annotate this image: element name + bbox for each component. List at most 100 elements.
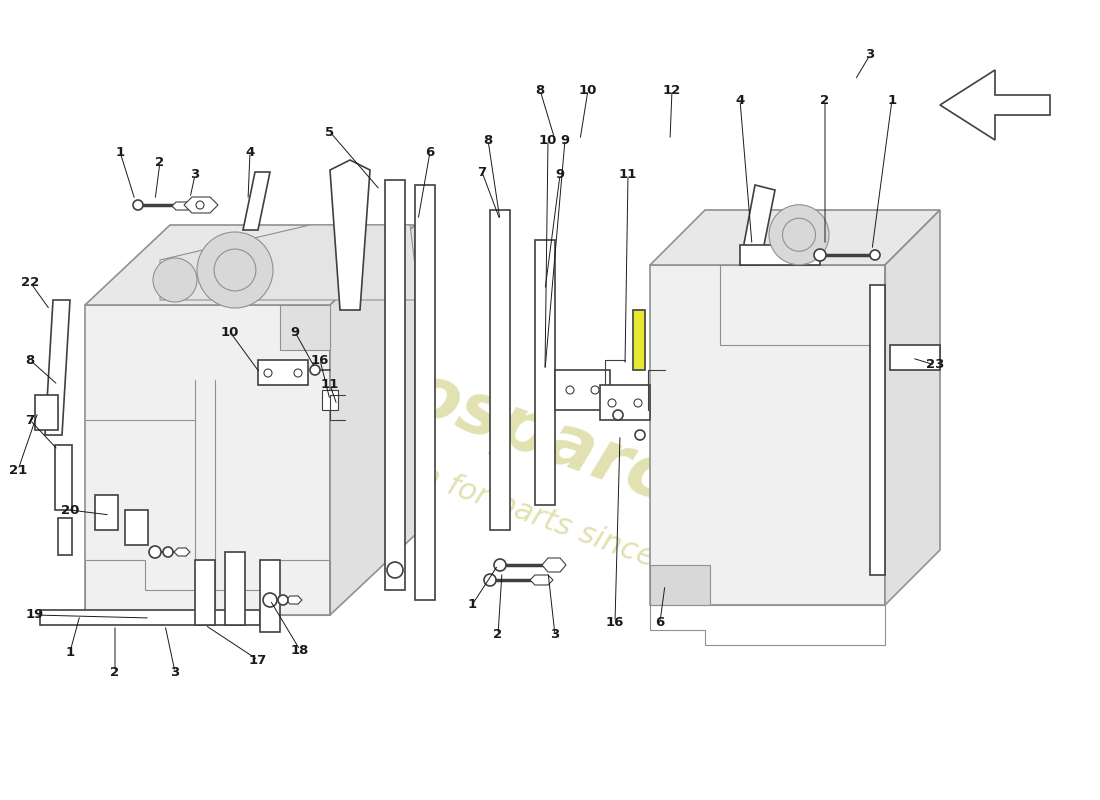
Polygon shape	[650, 210, 940, 265]
Polygon shape	[322, 390, 338, 410]
Circle shape	[196, 201, 204, 209]
Polygon shape	[415, 185, 434, 600]
Text: 3: 3	[550, 629, 560, 642]
Text: 22: 22	[21, 275, 40, 289]
Polygon shape	[184, 197, 218, 213]
Circle shape	[608, 399, 616, 407]
Text: 10: 10	[579, 83, 597, 97]
Polygon shape	[85, 305, 330, 615]
Polygon shape	[740, 245, 820, 265]
Circle shape	[484, 574, 496, 586]
Text: 11: 11	[619, 169, 637, 182]
Polygon shape	[280, 305, 330, 350]
Circle shape	[294, 369, 302, 377]
Polygon shape	[535, 240, 556, 505]
Text: 10: 10	[221, 326, 239, 338]
Polygon shape	[85, 225, 415, 305]
Polygon shape	[530, 575, 553, 585]
Text: 1: 1	[116, 146, 124, 158]
Polygon shape	[174, 548, 190, 556]
Text: 16: 16	[606, 615, 624, 629]
Circle shape	[387, 562, 403, 578]
Text: 2: 2	[110, 666, 120, 678]
Text: 9: 9	[556, 169, 564, 182]
Text: 4: 4	[245, 146, 254, 158]
Polygon shape	[40, 610, 260, 625]
Text: a passion for parts since 1985: a passion for parts since 1985	[298, 418, 741, 602]
Text: 11: 11	[321, 378, 339, 391]
Text: 1: 1	[65, 646, 75, 658]
Circle shape	[153, 258, 197, 302]
Text: 8: 8	[483, 134, 493, 146]
Text: 21: 21	[9, 463, 28, 477]
Text: 6: 6	[656, 615, 664, 629]
Circle shape	[870, 250, 880, 260]
Text: 10: 10	[539, 134, 558, 146]
Circle shape	[494, 559, 506, 571]
Polygon shape	[172, 202, 192, 210]
Text: 16: 16	[311, 354, 329, 366]
Text: 20: 20	[60, 503, 79, 517]
Text: 1: 1	[888, 94, 896, 106]
Text: 8: 8	[25, 354, 34, 366]
Polygon shape	[260, 560, 280, 632]
Polygon shape	[243, 172, 270, 230]
Text: 3: 3	[866, 49, 874, 62]
Polygon shape	[890, 345, 940, 370]
Text: 17: 17	[249, 654, 267, 666]
Text: 3: 3	[170, 666, 179, 678]
Text: 1: 1	[468, 598, 476, 611]
Text: 7: 7	[25, 414, 34, 426]
Circle shape	[310, 365, 320, 375]
Text: 18: 18	[290, 643, 309, 657]
Text: 2: 2	[155, 155, 165, 169]
Polygon shape	[286, 596, 302, 604]
Circle shape	[634, 399, 642, 407]
Text: 2: 2	[494, 629, 503, 642]
Polygon shape	[542, 558, 566, 572]
Text: 19: 19	[26, 609, 44, 622]
Polygon shape	[160, 225, 415, 300]
Polygon shape	[195, 560, 214, 625]
Circle shape	[566, 386, 574, 394]
Circle shape	[197, 232, 273, 308]
Polygon shape	[58, 518, 72, 555]
Text: 3: 3	[190, 169, 199, 182]
Text: 5: 5	[326, 126, 334, 138]
Circle shape	[591, 386, 600, 394]
Polygon shape	[95, 495, 118, 530]
Polygon shape	[385, 180, 405, 590]
Circle shape	[263, 593, 277, 607]
Polygon shape	[125, 510, 148, 545]
Circle shape	[613, 410, 623, 420]
Polygon shape	[35, 395, 58, 430]
Polygon shape	[258, 360, 308, 385]
Polygon shape	[600, 385, 650, 420]
Circle shape	[163, 547, 173, 557]
Circle shape	[264, 369, 272, 377]
Circle shape	[814, 249, 826, 261]
Text: 6: 6	[426, 146, 434, 158]
Polygon shape	[650, 565, 710, 605]
Circle shape	[635, 430, 645, 440]
Text: 7: 7	[477, 166, 486, 178]
Polygon shape	[870, 285, 886, 575]
Polygon shape	[940, 70, 1050, 140]
Text: 4: 4	[736, 94, 745, 106]
Text: 9: 9	[290, 326, 299, 338]
Polygon shape	[226, 552, 245, 625]
Polygon shape	[740, 185, 776, 265]
Polygon shape	[330, 160, 370, 310]
Polygon shape	[55, 445, 72, 510]
Text: 9: 9	[560, 134, 570, 146]
Circle shape	[148, 546, 161, 558]
Circle shape	[133, 200, 143, 210]
Text: 23: 23	[926, 358, 944, 371]
Polygon shape	[490, 210, 510, 530]
Polygon shape	[886, 210, 940, 605]
Polygon shape	[556, 370, 610, 410]
Text: 2: 2	[821, 94, 829, 106]
Circle shape	[769, 205, 829, 265]
Circle shape	[278, 595, 288, 605]
Polygon shape	[330, 225, 415, 615]
